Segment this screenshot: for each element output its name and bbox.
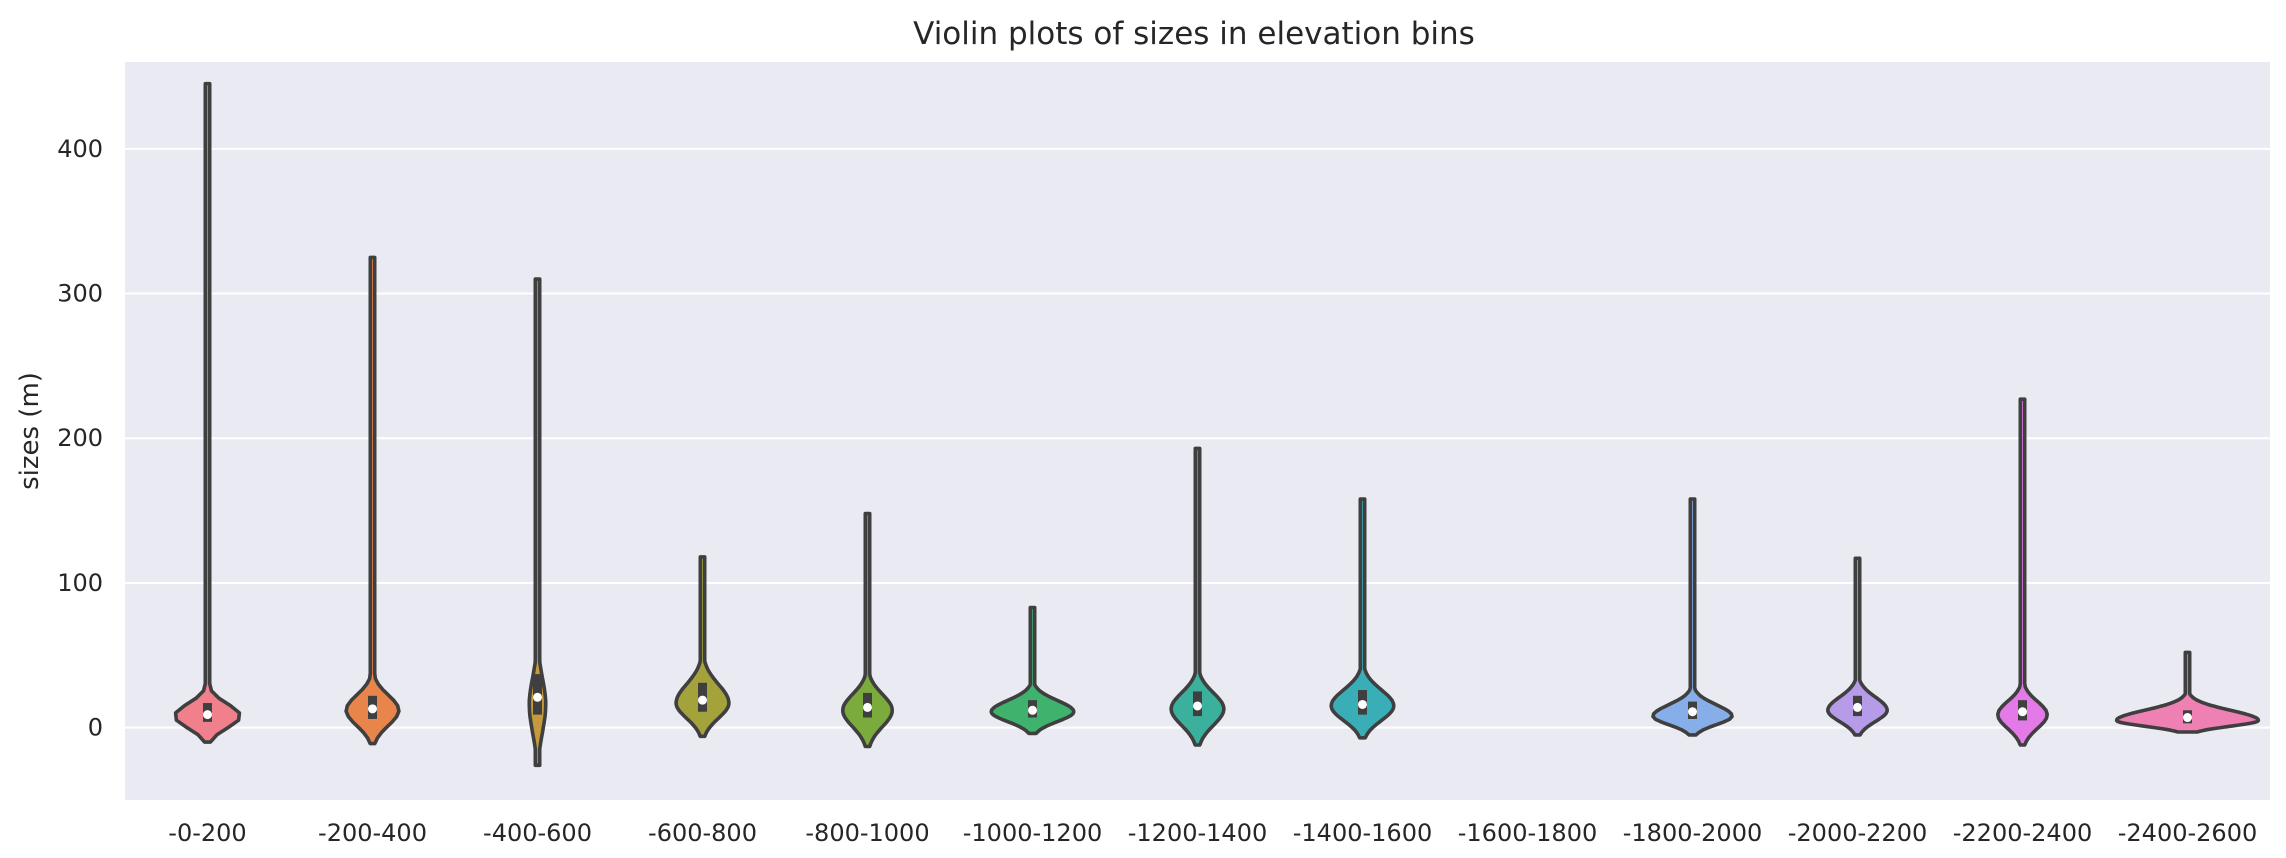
y-tick-label: 400 (57, 135, 103, 163)
y-tick-label: 200 (57, 424, 103, 452)
x-tick-label: -0-200 (168, 819, 246, 847)
violin-median-dot (698, 695, 707, 705)
x-tick-label: -2400-2600 (2118, 819, 2257, 847)
violin-median-dot (203, 710, 212, 720)
violin-body (2114, 650, 2261, 734)
y-tick-labels: 0 100 200 300 400 (57, 135, 103, 742)
y-axis-label: sizes (m) (15, 372, 45, 490)
x-tick-label: -1400-1600 (1293, 819, 1432, 847)
violin-body (674, 555, 731, 739)
violin-median-dot (2018, 707, 2027, 717)
x-tick-label: -1200-1400 (1128, 819, 1267, 847)
chart-title: Violin plots of sizes in elevation bins (913, 16, 1475, 52)
x-tick-label: -1600-1800 (1458, 819, 1597, 847)
x-tick-label: -1000-1200 (963, 819, 1102, 847)
violin-body (527, 277, 548, 768)
violin-body (989, 605, 1076, 736)
violin-body (173, 81, 242, 744)
violin-body (1169, 446, 1226, 747)
x-tick-label: -2000-2200 (1788, 819, 1927, 847)
violin-body (1651, 497, 1734, 737)
violin-median-dot (1028, 705, 1037, 715)
violin-median-dot (1358, 699, 1367, 709)
violin-body (841, 511, 894, 749)
y-tick-label: 100 (57, 569, 103, 597)
violin-median-dot (533, 692, 542, 702)
violin-median-dot (368, 704, 377, 714)
violins (173, 81, 2261, 768)
y-tick-label: 0 (88, 714, 103, 742)
x-tick-label: -600-800 (648, 819, 757, 847)
x-tick-label: -1800-2000 (1623, 819, 1762, 847)
violin-body (1329, 497, 1396, 740)
violin-median-dot (1688, 707, 1697, 717)
y-tick-label: 300 (57, 280, 103, 308)
x-tick-labels: -0-200 -200-400 -400-600 -600-800 -800-1000 -… (168, 819, 2257, 847)
violin-median-dot (1193, 701, 1202, 711)
x-tick-label: -800-1000 (805, 819, 929, 847)
x-tick-label: -400-600 (483, 819, 592, 847)
violin-body (1996, 397, 2049, 747)
violin-body (1826, 556, 1889, 737)
violin-body (344, 255, 401, 746)
x-tick-label: -2200-2400 (1953, 819, 2092, 847)
violin-median-dot (2183, 713, 2192, 723)
x-tick-label: -200-400 (318, 819, 427, 847)
violin-median-dot (863, 702, 872, 712)
violin-median-dot (1853, 702, 1862, 712)
